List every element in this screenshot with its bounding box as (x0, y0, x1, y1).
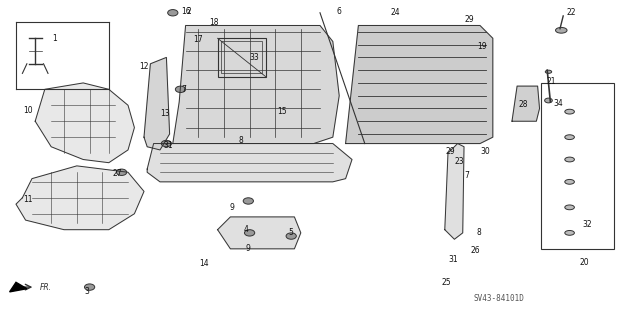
Ellipse shape (175, 86, 186, 93)
Bar (541, 83, 614, 249)
Text: 31: 31 (163, 141, 173, 150)
Text: 25: 25 (441, 278, 451, 287)
Text: 8: 8 (476, 228, 481, 237)
Ellipse shape (244, 230, 255, 236)
Text: 20: 20 (579, 258, 589, 267)
Polygon shape (147, 144, 352, 182)
Polygon shape (512, 86, 540, 121)
Text: 29: 29 (445, 147, 455, 156)
Text: 3: 3 (84, 287, 89, 296)
Ellipse shape (286, 233, 296, 239)
Ellipse shape (243, 198, 253, 204)
Text: 8: 8 (239, 136, 244, 145)
Ellipse shape (565, 179, 575, 184)
Text: 9: 9 (229, 203, 234, 212)
Ellipse shape (565, 109, 575, 114)
Text: 16: 16 (180, 7, 191, 16)
Polygon shape (10, 282, 27, 292)
Text: 32: 32 (582, 220, 593, 229)
Text: 23: 23 (454, 157, 465, 166)
Text: 10: 10 (22, 106, 33, 115)
Ellipse shape (161, 140, 172, 147)
Text: SV43-84101D: SV43-84101D (474, 294, 525, 303)
Text: FR.: FR. (40, 283, 52, 292)
Text: 18: 18 (210, 18, 219, 27)
Text: 14: 14 (198, 259, 209, 268)
Text: 28: 28 (519, 100, 528, 109)
Text: 2: 2 (186, 7, 191, 16)
Polygon shape (16, 166, 144, 230)
Polygon shape (445, 144, 464, 239)
Polygon shape (218, 217, 301, 249)
Text: 7: 7 (181, 85, 186, 94)
Text: 1: 1 (52, 34, 57, 43)
Text: 30: 30 (480, 147, 490, 156)
Text: 29: 29 (464, 15, 474, 24)
Text: 17: 17 (193, 35, 204, 44)
Polygon shape (346, 26, 493, 144)
Ellipse shape (545, 98, 552, 103)
Text: 33: 33 (250, 53, 260, 62)
Polygon shape (144, 57, 170, 150)
Bar (218, 38, 266, 77)
Bar (221, 41, 262, 73)
Ellipse shape (565, 135, 575, 140)
Text: 31: 31 (448, 256, 458, 264)
Ellipse shape (116, 169, 127, 175)
Polygon shape (35, 83, 134, 163)
Text: 27: 27 (112, 169, 122, 178)
Text: 19: 19 (477, 42, 487, 51)
Text: 9: 9 (245, 244, 250, 253)
Text: 24: 24 (390, 8, 401, 17)
Ellipse shape (565, 230, 575, 235)
Ellipse shape (565, 205, 575, 210)
Ellipse shape (168, 10, 178, 16)
Text: 15: 15 (276, 107, 287, 116)
Text: 12: 12 (140, 63, 148, 71)
Text: 34: 34 (554, 99, 564, 108)
Text: 5: 5 (289, 228, 294, 237)
Polygon shape (173, 26, 339, 144)
Text: 26: 26 (470, 246, 480, 255)
Text: 22: 22 (567, 8, 576, 17)
Ellipse shape (84, 284, 95, 290)
Ellipse shape (565, 157, 575, 162)
Ellipse shape (556, 27, 567, 33)
Text: 4: 4 (244, 225, 249, 234)
Text: 21: 21 (547, 77, 556, 86)
Text: 11: 11 (23, 195, 32, 204)
Text: 6: 6 (337, 7, 342, 16)
Text: 7: 7 (465, 171, 470, 180)
Ellipse shape (545, 70, 552, 73)
Text: 13: 13 (160, 109, 170, 118)
